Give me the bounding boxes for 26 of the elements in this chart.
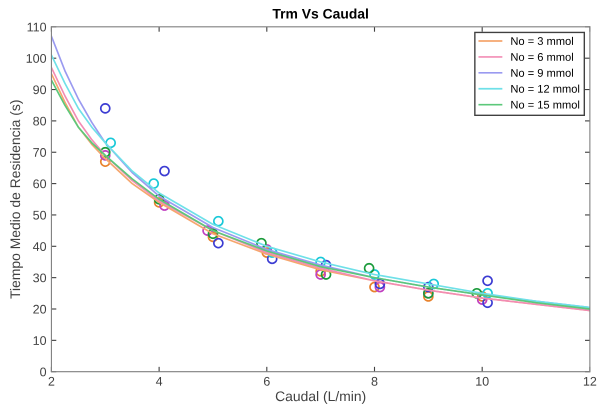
x-tick-label: 4 [156, 377, 162, 386]
y-tick-label: 50 [33, 210, 46, 220]
y-tick-label: 0 [40, 368, 46, 376]
legend-label: No = 6 mmol [511, 52, 573, 61]
y-tick-label: 60 [33, 179, 46, 188]
y-tick-label: 90 [33, 85, 46, 94]
y-tick-label: 40 [32, 242, 46, 251]
y-tick-label: 30 [33, 273, 46, 282]
y-tick-label: 10 [34, 336, 46, 345]
x-axis-title: Caudal (L/min) [276, 390, 366, 404]
legend-label: No = 3 mmol [511, 36, 573, 46]
y-tick-label: 110 [28, 22, 46, 32]
chart-title: Trm Vs Caudal [272, 8, 368, 19]
x-tick-label: 10 [476, 376, 489, 386]
legend-label: No = 9 mmol [511, 68, 573, 77]
y-tick-label: 70 [33, 148, 46, 157]
y-tick-label: 100 [26, 54, 46, 63]
y-tick-label: 80 [33, 116, 46, 126]
y-axis-title: Tiempo Medio de Residencia (s) [10, 100, 23, 299]
x-tick-label: 12 [584, 376, 596, 386]
x-tick-label: 6 [264, 376, 270, 386]
x-tick-label: 2 [48, 376, 54, 386]
legend-label: No = 15 mmol [511, 100, 580, 109]
legend-label: No = 12 mmol [511, 84, 580, 93]
y-tick-label: 20 [33, 304, 46, 314]
x-tick-label: 8 [372, 376, 378, 386]
